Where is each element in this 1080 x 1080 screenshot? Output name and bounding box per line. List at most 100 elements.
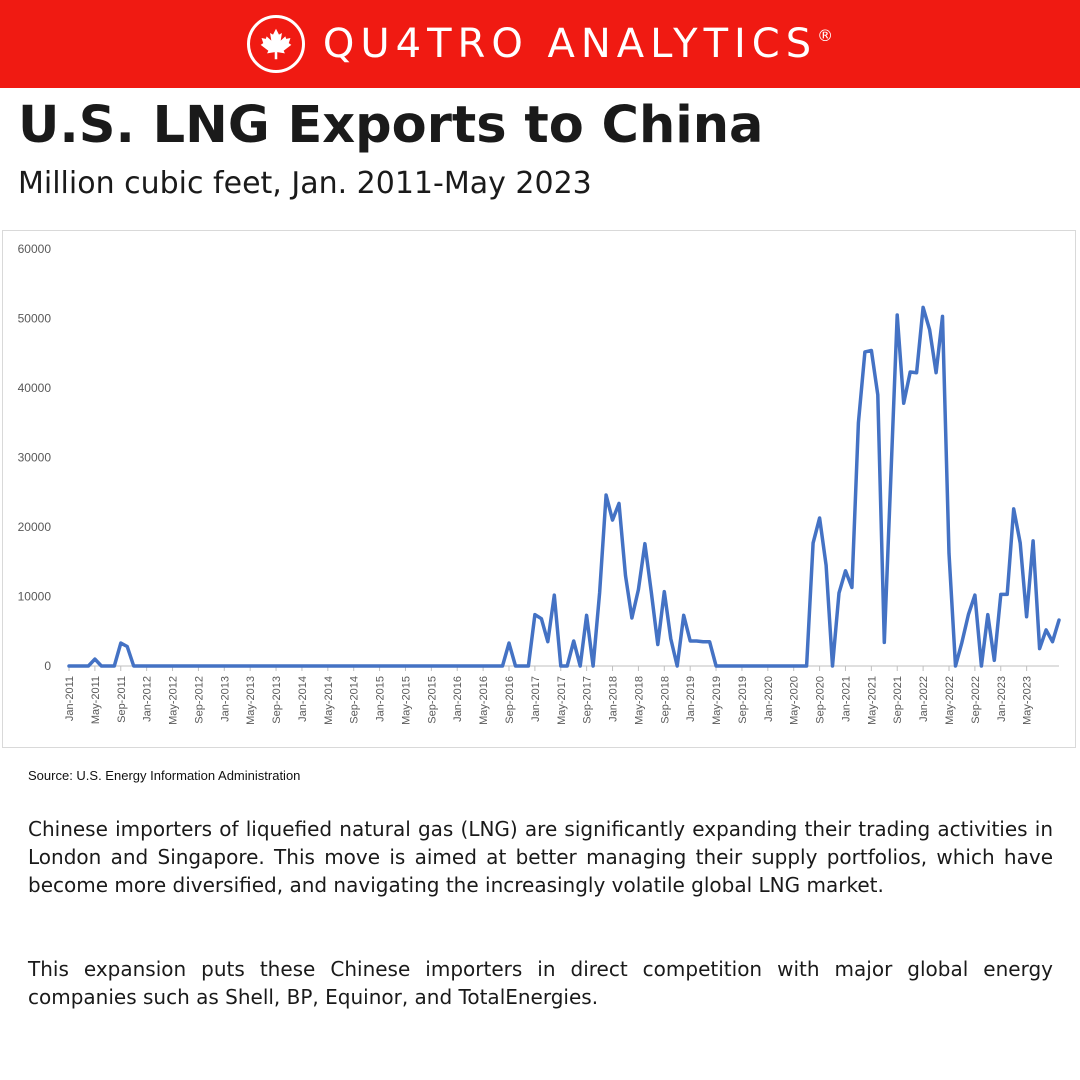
y-tick-label: 40000: [18, 381, 52, 395]
y-tick-label: 10000: [18, 590, 52, 604]
data-point: [436, 665, 439, 668]
data-point: [572, 640, 575, 643]
data-point: [656, 643, 659, 646]
x-tick-label: Sep-2017: [582, 676, 594, 724]
data-point: [126, 645, 129, 648]
data-point: [469, 665, 472, 668]
x-tick-label: Jan-2019: [685, 676, 697, 722]
page-title: U.S. LNG Exports to China: [18, 96, 764, 155]
data-point: [857, 421, 860, 424]
brand-name-text: QU4TRO ANALYTICS: [322, 21, 818, 67]
data-point: [385, 665, 388, 668]
data-point: [682, 614, 685, 617]
data-point: [812, 542, 815, 545]
brand-lockup: QU4TRO ANALYTICS®: [246, 15, 833, 73]
data-point: [514, 665, 517, 668]
x-tick-label: May-2012: [168, 676, 180, 725]
data-point: [359, 665, 362, 668]
data-point: [178, 665, 181, 668]
data-point: [456, 665, 459, 668]
data-point: [960, 641, 963, 644]
data-point: [80, 665, 83, 668]
y-tick-label: 50000: [18, 312, 52, 326]
series-group: [67, 305, 1061, 668]
data-point: [1019, 542, 1022, 545]
x-tick-label: Sep-2021: [892, 676, 904, 724]
brand-name: QU4TRO ANALYTICS®: [323, 21, 833, 67]
x-tick-label: Jan-2020: [763, 676, 775, 722]
x-tick-label: Jan-2016: [452, 676, 464, 722]
data-point: [915, 371, 918, 374]
data-point: [624, 574, 627, 577]
data-point: [1038, 647, 1041, 650]
data-point: [618, 502, 621, 505]
data-point: [93, 658, 96, 661]
x-tick-label: Jan-2015: [375, 676, 387, 722]
data-point: [171, 665, 174, 668]
data-point: [740, 665, 743, 668]
data-point: [339, 665, 342, 668]
data-point: [119, 642, 122, 645]
data-point: [300, 665, 303, 668]
data-point: [275, 665, 278, 668]
data-point: [999, 593, 1002, 596]
data-point: [165, 665, 168, 668]
x-tick-label: Jan-2023: [996, 676, 1008, 722]
data-point: [520, 665, 523, 668]
data-point: [928, 328, 931, 331]
data-point: [533, 613, 536, 616]
data-point: [753, 665, 756, 668]
registered-mark: ®: [817, 26, 834, 45]
data-point: [889, 477, 892, 480]
data-point: [508, 642, 511, 645]
data-point: [333, 665, 336, 668]
data-point: [689, 640, 692, 643]
data-point: [223, 665, 226, 668]
data-point: [967, 613, 970, 616]
data-point: [236, 665, 239, 668]
x-tick-label: Sep-2018: [659, 676, 671, 724]
data-point: [430, 665, 433, 668]
data-point: [262, 665, 265, 668]
data-point: [410, 665, 413, 668]
data-point: [1006, 593, 1009, 596]
data-point: [307, 665, 310, 668]
data-point: [986, 613, 989, 616]
y-tick-label: 60000: [18, 242, 52, 256]
data-point: [948, 552, 951, 555]
data-point: [197, 665, 200, 668]
x-tick-label: May-2014: [323, 676, 335, 725]
data-point: [372, 665, 375, 668]
data-point: [203, 665, 206, 668]
data-point: [462, 665, 465, 668]
data-point: [585, 614, 588, 617]
data-point: [378, 665, 381, 668]
data-point: [980, 665, 983, 668]
data-point: [973, 594, 976, 597]
x-tick-label: May-2016: [478, 676, 490, 725]
x-tick-label: Jan-2012: [142, 676, 154, 722]
data-point: [676, 665, 679, 668]
series-line: [67, 305, 1061, 668]
data-point: [805, 665, 808, 668]
page-subtitle: Million cubic feet, Jan. 2011-May 2023: [18, 166, 592, 201]
data-point: [1058, 619, 1061, 622]
data-point: [346, 665, 349, 668]
data-point: [404, 665, 407, 668]
data-point: [708, 640, 711, 643]
data-point: [249, 665, 252, 668]
data-point: [449, 665, 452, 668]
brand-header: QU4TRO ANALYTICS®: [0, 0, 1080, 88]
x-tick-label: Sep-2020: [815, 676, 827, 724]
data-point: [1012, 507, 1015, 510]
data-point: [423, 665, 426, 668]
data-point: [844, 569, 847, 572]
x-tick-label: Jan-2017: [530, 676, 542, 722]
data-point: [255, 665, 258, 668]
x-tick-label: May-2021: [866, 676, 878, 725]
y-tick-label: 0: [44, 659, 51, 673]
data-point: [592, 665, 595, 668]
x-tick-label: May-2011: [90, 676, 102, 724]
data-point: [540, 617, 543, 620]
x-tick-label: Jan-2021: [840, 676, 852, 722]
